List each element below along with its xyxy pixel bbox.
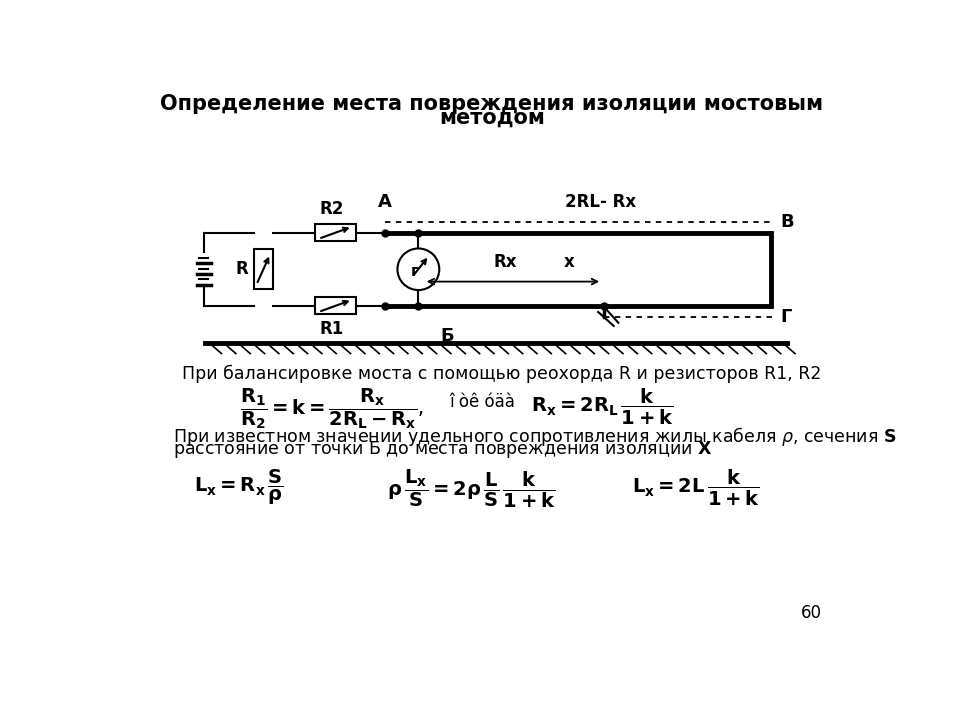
Text: методом: методом: [439, 108, 545, 128]
Text: $\mathbf{R_x = 2R_L\,\dfrac{k}{1 + k}}$: $\mathbf{R_x = 2R_L\,\dfrac{k}{1 + k}}$: [531, 387, 673, 427]
Text: При балансировке моста с помощью реохорда R и резисторов R1, R2: При балансировке моста с помощью реохорд…: [182, 365, 822, 383]
Text: В: В: [780, 213, 794, 231]
Text: А: А: [378, 193, 392, 211]
Text: 60: 60: [801, 603, 822, 621]
Text: î òê óäà: î òê óäà: [449, 393, 516, 411]
Text: R1: R1: [320, 320, 344, 338]
Text: $\mathbf{L_x = 2L\,\dfrac{k}{1+k}}$: $\mathbf{L_x = 2L\,\dfrac{k}{1+k}}$: [632, 467, 759, 508]
Text: г: г: [411, 264, 419, 279]
Bar: [315, 297, 356, 315]
Bar: [315, 224, 356, 241]
Text: Rx: Rx: [493, 253, 516, 271]
Text: x: x: [564, 253, 575, 271]
Text: При известном значении удельного сопротивления жилы кабеля $\rho$, сечения $\mat: При известном значении удельного сопроти…: [173, 426, 896, 448]
Text: $\mathbf{\dfrac{R_1}{R_2} = k = \dfrac{R_x}{2R_L - R_x}},$: $\mathbf{\dfrac{R_1}{R_2} = k = \dfrac{R…: [240, 387, 424, 431]
Text: $\mathbf{\rho\,\dfrac{L_x}{S} = 2\rho\,\dfrac{L}{S}\,\dfrac{k}{1+k}}$: $\mathbf{\rho\,\dfrac{L_x}{S} = 2\rho\,\…: [388, 467, 556, 510]
Bar: [254, 249, 273, 289]
Text: 2RL- Rx: 2RL- Rx: [564, 193, 636, 211]
Text: Определение места повреждения изоляции мостовым: Определение места повреждения изоляции м…: [160, 94, 824, 114]
Text: Г: Г: [780, 307, 792, 325]
Text: расстояние от точки Б до места повреждения изоляции $\mathbf{X}$: расстояние от точки Б до места поврежден…: [173, 439, 712, 460]
Text: Б: Б: [441, 328, 454, 346]
Text: $\mathbf{L_x = R_x\,\dfrac{S}{\rho}}$: $\mathbf{L_x = R_x\,\dfrac{S}{\rho}}$: [194, 467, 283, 507]
Text: R: R: [235, 260, 248, 278]
Text: R2: R2: [320, 200, 344, 218]
